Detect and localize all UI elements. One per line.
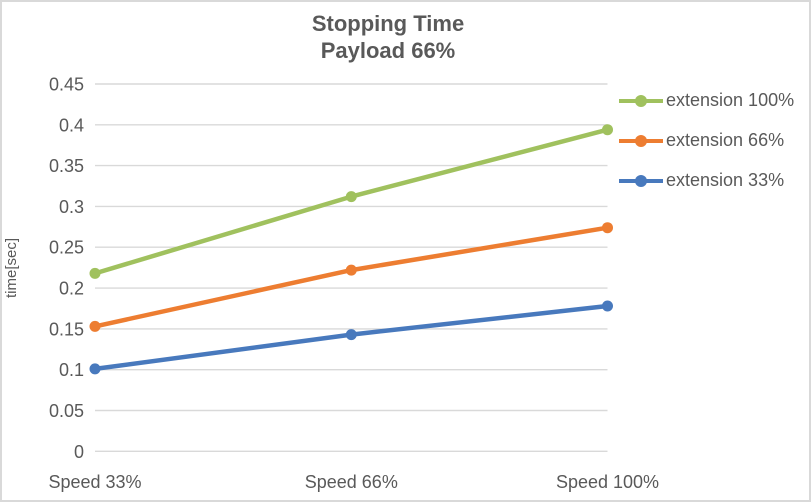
- data-point-extension-33: [602, 300, 613, 312]
- y-tick-label: 0.45: [49, 75, 84, 95]
- y-tick-label: 0.1: [59, 360, 84, 380]
- legend-item-extension-33: extension 33%: [619, 170, 794, 191]
- chart-title: Stopping Time Payload 66%: [2, 10, 774, 64]
- data-point-extension-100: [89, 267, 101, 279]
- y-tick-label: 0.15: [49, 319, 84, 339]
- legend-dot-icon: [635, 174, 647, 187]
- legend-label: extension 33%: [666, 170, 785, 190]
- x-axis-label: Speed 33%: [48, 472, 141, 492]
- legend-line-marker-icon: [619, 174, 663, 187]
- legend-label: extension 66%: [666, 130, 785, 150]
- legend-label: extension 100%: [666, 90, 795, 110]
- y-axis-title: time[sec]: [3, 238, 20, 298]
- legend-item-extension-66: extension 66%: [619, 130, 794, 151]
- data-point-extension-100: [345, 191, 357, 203]
- y-tick-label: 0.05: [49, 401, 84, 421]
- y-tick-label: 0: [74, 442, 84, 462]
- x-axis-label: Speed 100%: [556, 472, 659, 492]
- y-tick-label: 0.4: [59, 115, 84, 135]
- data-point-extension-66: [89, 320, 101, 332]
- y-tick-label: 0.35: [49, 156, 84, 176]
- x-axis-label: Speed 66%: [305, 472, 398, 492]
- y-tick-label: 0.25: [49, 238, 84, 258]
- legend: extension 100% extension 66% extension 33%: [619, 90, 794, 210]
- y-tick-label: 0.3: [59, 197, 84, 217]
- y-tick-label: 0.2: [59, 279, 84, 299]
- series-line-extension-66: [92, 225, 610, 329]
- legend-dot-icon: [635, 134, 647, 147]
- data-point-extension-66: [345, 264, 357, 276]
- legend-line-marker-icon: [619, 134, 663, 147]
- legend-dot-icon: [635, 94, 647, 107]
- data-point-extension-100: [602, 124, 613, 136]
- chart-title-line2: Payload 66%: [320, 38, 456, 63]
- legend-item-extension-100: extension 100%: [619, 90, 794, 111]
- legend-line-marker-icon: [619, 94, 663, 107]
- data-point-extension-66: [602, 222, 613, 234]
- chart-title-line1: Stopping Time: [311, 11, 465, 36]
- data-point-extension-33: [89, 363, 101, 375]
- data-point-extension-33: [345, 329, 357, 341]
